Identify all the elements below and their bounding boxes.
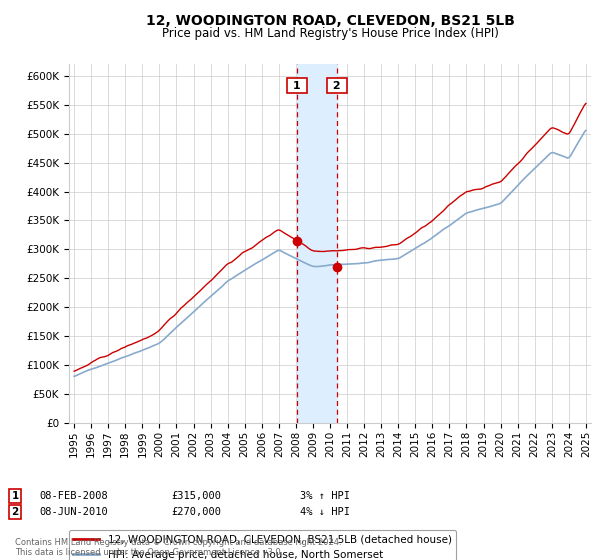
Text: 4% ↓ HPI: 4% ↓ HPI bbox=[300, 507, 350, 517]
Text: Contains HM Land Registry data © Crown copyright and database right 2024.
This d: Contains HM Land Registry data © Crown c… bbox=[15, 538, 341, 557]
Text: 1: 1 bbox=[289, 81, 305, 91]
Bar bbox=[297, 64, 337, 423]
Legend: 12, WOODINGTON ROAD, CLEVEDON, BS21 5LB (detached house), HPI: Average price, de: 12, WOODINGTON ROAD, CLEVEDON, BS21 5LB … bbox=[69, 530, 456, 560]
Text: £315,000: £315,000 bbox=[171, 491, 221, 501]
Text: 1: 1 bbox=[11, 491, 19, 501]
Text: 2: 2 bbox=[329, 81, 345, 91]
Text: 08-FEB-2008: 08-FEB-2008 bbox=[39, 491, 108, 501]
Text: 12, WOODINGTON ROAD, CLEVEDON, BS21 5LB: 12, WOODINGTON ROAD, CLEVEDON, BS21 5LB bbox=[146, 14, 514, 28]
Text: £270,000: £270,000 bbox=[171, 507, 221, 517]
Text: 2: 2 bbox=[11, 507, 19, 517]
Text: 08-JUN-2010: 08-JUN-2010 bbox=[39, 507, 108, 517]
Text: 3% ↑ HPI: 3% ↑ HPI bbox=[300, 491, 350, 501]
Text: Price paid vs. HM Land Registry's House Price Index (HPI): Price paid vs. HM Land Registry's House … bbox=[161, 27, 499, 40]
